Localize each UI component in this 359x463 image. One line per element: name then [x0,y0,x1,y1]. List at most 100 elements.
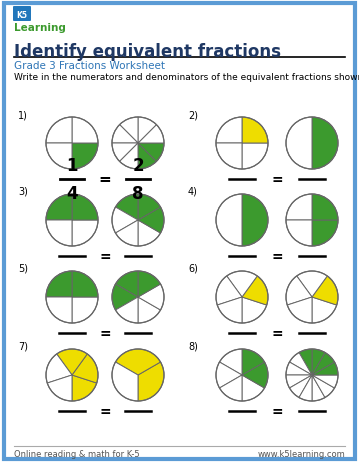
Wedge shape [46,271,72,297]
Wedge shape [312,118,338,169]
Text: Grade 3 Fractions Worksheet: Grade 3 Fractions Worksheet [14,61,165,71]
Wedge shape [289,375,312,398]
Wedge shape [216,276,242,306]
Wedge shape [138,284,164,310]
Wedge shape [112,125,138,144]
Wedge shape [116,194,138,220]
Wedge shape [72,271,98,297]
Text: =: = [271,250,283,263]
Wedge shape [242,276,268,306]
Wedge shape [72,220,98,246]
Wedge shape [299,349,312,375]
Wedge shape [120,118,138,144]
Text: =: = [271,404,283,418]
Wedge shape [47,375,72,401]
FancyBboxPatch shape [13,7,31,22]
Text: 8): 8) [188,341,198,351]
Wedge shape [138,362,164,401]
Wedge shape [286,362,312,375]
Text: 5): 5) [18,263,28,274]
Wedge shape [312,276,338,306]
Wedge shape [312,375,325,401]
Text: www.k5learning.com: www.k5learning.com [257,449,345,458]
Text: =: = [99,326,111,340]
Wedge shape [312,375,335,398]
Wedge shape [57,349,87,375]
Text: 1): 1) [18,110,28,120]
Wedge shape [72,144,98,169]
Text: Write in the numerators and denominators of the equivalent fractions shown.: Write in the numerators and denominators… [14,73,359,82]
Wedge shape [312,375,338,388]
Wedge shape [138,220,160,246]
Wedge shape [116,349,160,375]
Wedge shape [120,144,138,169]
Text: 3): 3) [18,187,28,197]
Wedge shape [242,297,267,323]
Wedge shape [242,194,268,246]
Wedge shape [138,207,164,233]
Wedge shape [112,284,138,310]
Wedge shape [227,271,257,297]
Wedge shape [72,375,97,401]
Text: =: = [271,326,283,340]
Wedge shape [217,297,242,323]
Wedge shape [312,362,338,375]
Text: 4): 4) [188,187,198,197]
Text: =: = [271,173,283,187]
Text: Learning: Learning [14,23,66,33]
Text: K5: K5 [17,11,28,19]
Wedge shape [299,375,312,401]
Wedge shape [72,118,98,144]
Text: =: = [99,250,111,263]
Wedge shape [242,144,268,169]
Wedge shape [138,194,160,220]
Text: 8: 8 [132,185,144,202]
Wedge shape [312,194,338,220]
Text: =: = [99,172,111,187]
Wedge shape [216,362,242,388]
Wedge shape [138,297,160,323]
Wedge shape [286,194,312,220]
Text: Online reading & math for K-5: Online reading & math for K-5 [14,449,140,458]
Text: Identify equivalent fractions: Identify equivalent fractions [14,43,281,61]
Wedge shape [242,349,265,375]
Wedge shape [242,118,268,144]
Wedge shape [312,349,325,375]
Wedge shape [46,118,72,144]
Text: =: = [99,404,111,418]
Wedge shape [46,297,72,323]
Wedge shape [112,144,138,162]
Wedge shape [242,375,265,401]
Wedge shape [289,353,312,375]
Wedge shape [312,220,338,246]
Text: 6): 6) [188,263,198,274]
Wedge shape [216,118,242,144]
Text: 2: 2 [132,156,144,175]
Wedge shape [138,144,164,162]
Text: 1: 1 [66,156,78,175]
Wedge shape [116,220,138,246]
Wedge shape [286,276,312,306]
Wedge shape [138,144,157,169]
Wedge shape [72,194,98,220]
Wedge shape [286,118,312,169]
Wedge shape [297,271,327,297]
Wedge shape [312,353,335,375]
Wedge shape [138,271,160,297]
Text: 4: 4 [66,185,78,202]
Wedge shape [216,144,242,169]
Wedge shape [72,354,98,383]
Wedge shape [312,297,337,323]
Wedge shape [216,194,242,246]
Wedge shape [286,375,312,388]
Wedge shape [219,349,242,375]
Wedge shape [46,194,72,220]
Text: 7): 7) [18,341,28,351]
Wedge shape [287,297,312,323]
Wedge shape [242,362,268,388]
Wedge shape [219,375,242,401]
Wedge shape [138,118,157,144]
Wedge shape [116,271,138,297]
FancyBboxPatch shape [4,4,355,459]
Wedge shape [116,297,138,323]
